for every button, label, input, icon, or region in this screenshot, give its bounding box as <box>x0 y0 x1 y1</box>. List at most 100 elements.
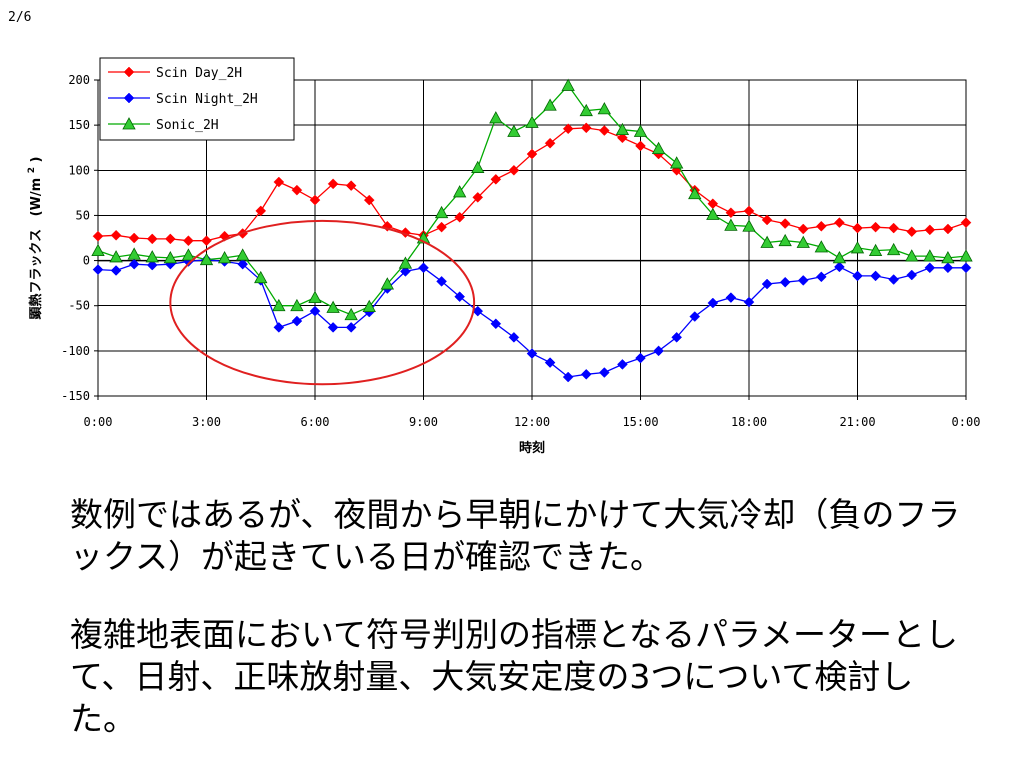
data-point-sonic-2h <box>778 233 792 247</box>
data-point-scin-night-2h <box>128 258 140 270</box>
y-axis-title-main: 顕熱フラックス <box>28 229 44 320</box>
legend: Scin Day_2H Scin Night_2H Sonic_2H <box>99 57 295 141</box>
data-point-scin-day-2h <box>472 192 484 203</box>
data-point-scin-day-2h <box>183 235 194 247</box>
data-point-sonic-2h <box>688 186 702 200</box>
data-point-sonic-2h <box>814 240 829 253</box>
data-point-scin-day-2h <box>128 232 140 244</box>
data-point-scin-night-2h <box>544 357 556 368</box>
data-point-scin-day-2h <box>725 207 737 219</box>
data-point-scin-night-2h <box>291 315 303 327</box>
data-point-scin-day-2h <box>834 217 845 229</box>
data-point-scin-day-2h <box>562 123 574 135</box>
legend-marker-sonic-2h <box>122 117 136 130</box>
series-sonic-2h <box>91 78 973 321</box>
data-point-scin-night-2h <box>870 270 881 282</box>
data-point-sonic-2h <box>796 235 810 248</box>
data-point-scin-day-2h <box>544 137 556 149</box>
legend-label-sonic-2h: Sonic_2H <box>156 118 219 133</box>
data-point-scin-day-2h <box>92 230 104 242</box>
data-point-sonic-2h <box>452 185 467 198</box>
data-point-scin-night-2h <box>237 258 249 270</box>
y-tick-label: -100 <box>61 344 90 358</box>
paragraph-2: 複雑地表面において符号判別の指標となるパラメーターとして、日射、正味放射量、大気… <box>70 615 959 738</box>
data-point-scin-day-2h <box>291 184 303 196</box>
data-point-scin-night-2h <box>436 275 447 287</box>
data-point-scin-day-2h <box>580 122 592 134</box>
data-point-sonic-2h <box>145 250 159 263</box>
x-tick-label: 0:00 <box>952 415 981 429</box>
data-point-scin-night-2h <box>797 275 809 286</box>
legend-marker-scin-night-2h <box>123 92 135 104</box>
data-point-scin-night-2h <box>400 266 411 277</box>
x-tick-label: 12:00 <box>514 415 550 429</box>
data-point-scin-night-2h <box>906 269 918 281</box>
data-point-scin-night-2h <box>617 359 628 370</box>
data-point-scin-night-2h <box>924 262 936 274</box>
data-point-sonic-2h <box>199 252 214 266</box>
data-point-sonic-2h <box>706 207 720 220</box>
data-point-scin-night-2h <box>743 296 755 308</box>
y-tick-label: -150 <box>61 389 90 403</box>
data-point-scin-day-2h <box>508 164 520 176</box>
data-point-scin-night-2h <box>562 371 574 383</box>
svg-text:顕熱フラックス (W/m 2: 顕熱フラックス (W/m 2 ) <box>23 156 44 319</box>
data-point-scin-day-2h <box>870 221 881 233</box>
data-point-sonic-2h <box>344 307 358 321</box>
data-point-scin-night-2h <box>490 318 502 330</box>
data-point-scin-night-2h <box>635 352 646 364</box>
page-number: 2/6 <box>8 10 32 25</box>
data-point-scin-night-2h <box>852 270 863 282</box>
data-point-sonic-2h <box>832 251 847 264</box>
y-tick-label: -50 <box>68 299 90 313</box>
data-point-scin-night-2h <box>689 311 701 322</box>
highlight-ellipse <box>169 219 476 386</box>
data-point-sonic-2h <box>905 249 919 262</box>
y-tick-label: 150 <box>68 118 90 132</box>
data-point-scin-night-2h <box>834 261 845 273</box>
data-point-sonic-2h <box>561 78 575 91</box>
data-point-sonic-2h <box>959 249 973 262</box>
data-point-scin-day-2h <box>906 226 918 238</box>
data-point-sonic-2h <box>380 277 395 290</box>
data-point-scin-night-2h <box>960 262 972 274</box>
data-point-scin-night-2h <box>815 271 827 283</box>
data-point-sonic-2h <box>941 251 955 264</box>
data-point-scin-day-2h <box>743 205 755 217</box>
data-point-sonic-2h <box>217 251 232 264</box>
x-axis-ticks: 0:00 3:00 6:00 9:00 12:00 15:00 18:00 21:00 0:00 <box>84 396 981 429</box>
sensible-heat-flux-chart: -150 -100 -50 0 50 100 150 200 0:00 3:00 6:00 9:00… <box>23 57 981 456</box>
data-point-sonic-2h <box>633 124 648 137</box>
data-point-scin-night-2h <box>273 322 285 333</box>
data-point-sonic-2h <box>181 248 196 261</box>
data-point-scin-night-2h <box>454 291 466 303</box>
data-point-sonic-2h <box>923 249 937 262</box>
data-point-sonic-2h <box>651 141 666 155</box>
x-tick-label: 6:00 <box>301 415 330 429</box>
data-point-sonic-2h <box>272 298 286 312</box>
data-point-scin-night-2h <box>508 331 520 343</box>
data-point-sonic-2h <box>326 300 340 313</box>
data-point-sonic-2h <box>724 218 738 231</box>
data-point-sonic-2h <box>886 242 901 256</box>
data-point-scin-night-2h <box>707 297 719 309</box>
data-point-scin-day-2h <box>797 223 809 235</box>
data-point-scin-night-2h <box>327 322 339 333</box>
y-tick-label: 100 <box>68 163 90 177</box>
y-tick-label: 0 <box>83 254 90 268</box>
data-point-sonic-2h <box>163 251 178 264</box>
data-point-scin-day-2h <box>635 140 646 152</box>
data-point-sonic-2h <box>362 299 376 313</box>
data-point-scin-day-2h <box>924 224 936 236</box>
data-point-scin-night-2h <box>671 331 683 343</box>
data-point-sonic-2h <box>525 115 539 128</box>
data-point-scin-day-2h <box>779 218 791 229</box>
data-point-sonic-2h <box>543 98 557 111</box>
data-point-sonic-2h <box>398 256 413 269</box>
data-point-scin-night-2h <box>761 278 773 290</box>
x-tick-label: 9:00 <box>409 415 438 429</box>
data-point-sonic-2h <box>850 241 865 254</box>
data-point-scin-day-2h <box>526 148 538 160</box>
annotation-group <box>169 219 476 386</box>
y-axis-title-unit: (W/m <box>29 178 44 217</box>
